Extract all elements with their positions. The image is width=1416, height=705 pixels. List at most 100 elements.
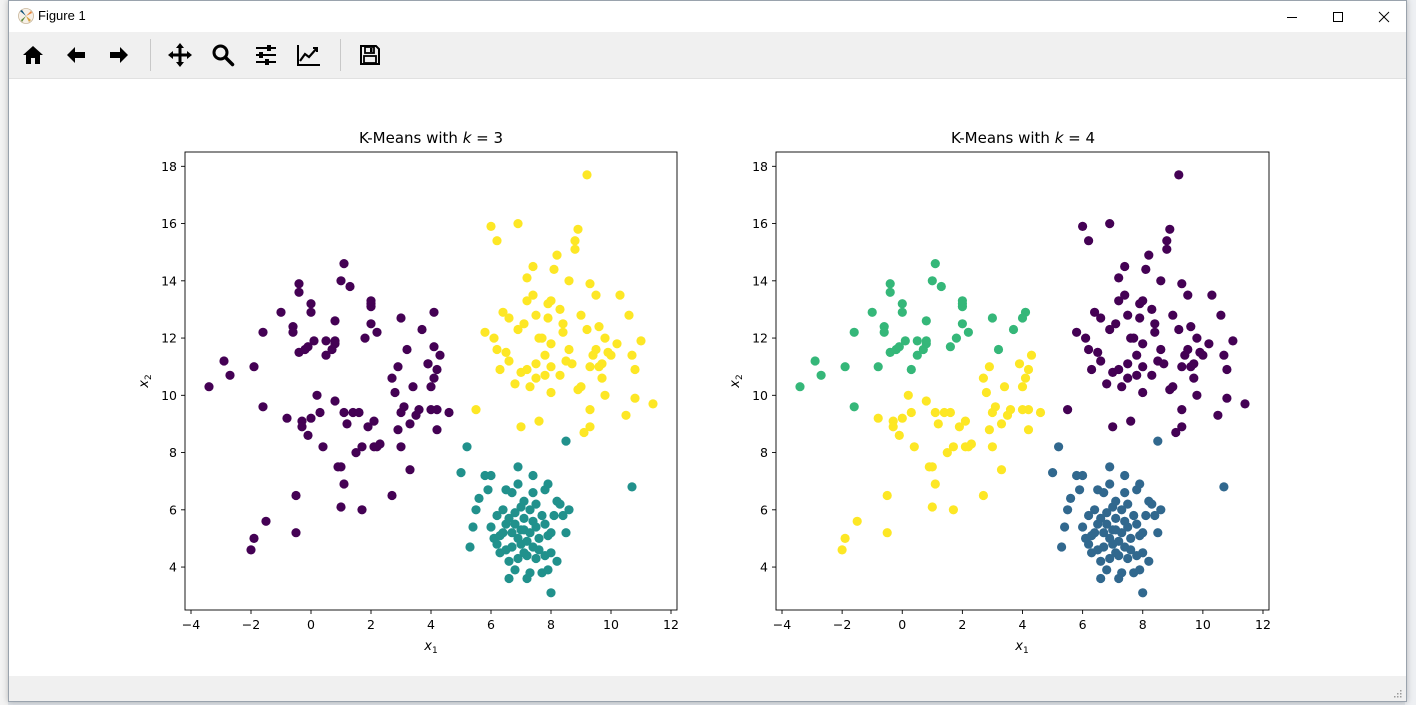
scatter-point [1087,364,1097,375]
y-tick-label: 10 [752,388,768,403]
scatter-point [540,370,550,380]
home-button[interactable] [15,37,51,73]
scatter-point [1177,422,1187,432]
scatter-point [339,479,349,489]
scatter-point [435,350,445,360]
scatter-point [1192,390,1202,400]
y-tick-label: 16 [752,216,768,231]
scatter-point [999,382,1010,392]
edit-axis-icon [297,45,320,66]
scatter-point [1023,364,1034,375]
pan-button[interactable] [162,37,198,73]
y-axis-label: x2 [728,374,745,388]
scatter-point [387,373,397,383]
scatter-point [555,370,565,380]
back-button[interactable] [58,37,94,73]
zoom-button[interactable] [205,37,241,73]
scatter-point [276,307,286,317]
scatter-point [558,510,568,521]
configure-subplots-button[interactable] [248,37,284,73]
scatter-point [1084,236,1094,246]
scatter-point [468,522,478,532]
scatter-point [294,279,304,289]
scatter-point [501,347,511,357]
scatter-point [897,299,907,309]
scatter-point [504,313,514,323]
scatter-point [1105,324,1115,335]
scatter-point [1216,310,1226,320]
scatter-point [1117,505,1127,515]
scatter-point [531,359,541,369]
scatter-point [1156,276,1166,286]
scatter-point [585,405,595,415]
background-window-right [1405,0,1416,705]
scatter-point [1099,488,1109,498]
scatter-point [1138,339,1148,349]
scatter-point [555,499,565,509]
scatter-point [312,390,322,400]
scatter-point [1096,313,1106,323]
scatter-point [1162,244,1172,254]
scatter-point [531,522,541,532]
scatter-point [1207,290,1217,300]
forward-arrow-icon [110,47,128,63]
scatter-point [888,422,898,432]
scatter-point [1183,290,1193,300]
scatter-point [942,448,952,458]
scatter-point [621,410,631,420]
scatter-point [903,390,913,400]
x-tick-label: 6 [487,617,495,632]
scatter-point [1138,548,1148,558]
scatter-point [1111,496,1121,506]
scatter-point [984,362,995,372]
scatter-point [531,373,541,383]
scatter-point [1026,350,1037,360]
scatter-point [567,359,577,369]
maximize-button[interactable] [1315,1,1361,32]
scatter-point [540,519,550,529]
scatter-point [552,556,562,566]
scatter-point [1017,313,1028,323]
toolbar-separator [150,39,151,71]
edit-axis-button[interactable] [291,37,327,73]
scatter-point [948,442,959,452]
scatter-point [339,407,349,418]
scatter-point [849,327,859,337]
resize-grip-icon[interactable] [1392,688,1402,698]
background-window-left [0,0,8,705]
scatter-point [1057,542,1067,552]
scatter-point [294,287,304,297]
scatter-point [303,342,313,352]
navigation-toolbar [9,32,1406,79]
scatter-point [1123,310,1133,320]
scatter-point [1213,410,1223,420]
scatter-point [486,221,496,231]
maximize-icon [1333,11,1343,22]
scatter-point [1135,313,1145,323]
scatter-point [282,413,292,423]
minimize-button[interactable] [1269,1,1315,32]
scatter-point [1066,493,1076,503]
forward-button[interactable] [101,37,137,73]
scatter-point [258,327,268,337]
scatter-point [291,528,301,538]
save-button[interactable] [352,37,388,73]
scatter-point [987,442,998,452]
scatter-point [495,364,505,375]
scatter-point [1078,522,1088,532]
scatter-point [1105,219,1115,229]
scatter-point [795,382,805,392]
y-tick-label: 6 [169,502,177,517]
figure-canvas[interactable]: K-Means with k = 3 −4 −2 0 2 4 6 8 10 12 4 6 8 10 12… [9,79,1406,676]
scatter-point [1090,307,1100,317]
y-tick-label: 10 [161,388,177,403]
scatter-point [399,402,409,412]
scatter-point [1081,333,1091,343]
scatter-point [306,413,316,423]
scatter-point [585,362,595,372]
x-tick-label: −4 [182,617,200,632]
scatter-point [1096,556,1106,566]
close-button[interactable] [1361,1,1407,32]
chart-title: K-Means with k = 4 [951,129,1095,147]
scatter-point [1132,350,1142,360]
